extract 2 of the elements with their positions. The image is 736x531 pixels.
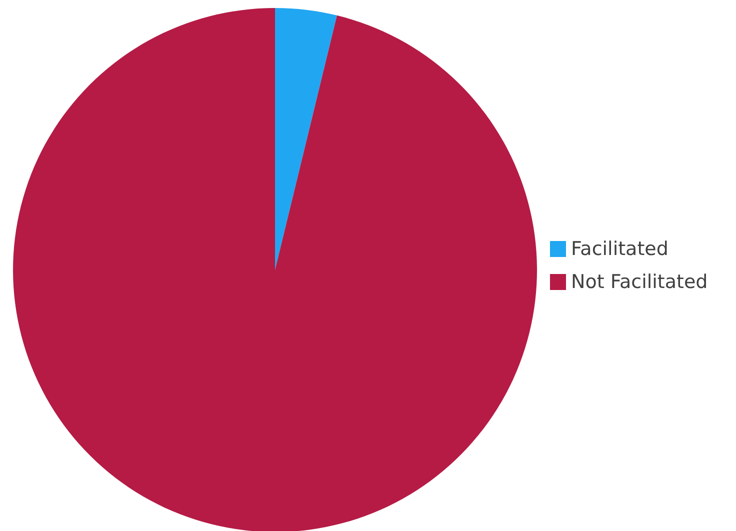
legend-label: Facilitated <box>571 238 668 260</box>
legend-label: Not Facilitated <box>571 271 708 293</box>
